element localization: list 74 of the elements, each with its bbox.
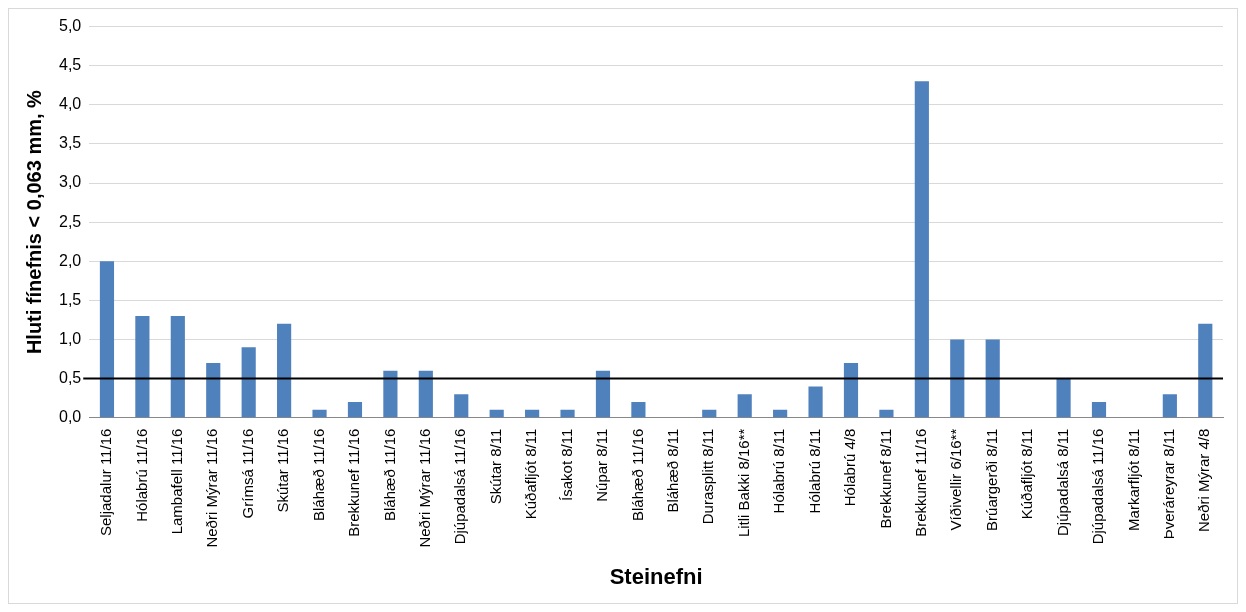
y-tick-label: 0,0 (58, 408, 82, 426)
bar (985, 339, 1000, 418)
x-tick-label: Brekkunef 11/16 (911, 428, 929, 537)
x-tick-label: Djúpadalsá 11/16 (1089, 428, 1107, 545)
bar (843, 362, 859, 418)
bar (1091, 402, 1107, 418)
x-tick-label: Bláhæð 8/11 (663, 428, 681, 513)
x-tick-label: Litli Bakki 8/16** (734, 428, 752, 538)
bar (525, 409, 540, 418)
x-tick-label: Grímsá 11/16 (238, 428, 256, 519)
x-axis-title: Steinefni (609, 563, 703, 589)
y-tick-label: 1,5 (58, 290, 82, 308)
x-tick-label: Djúpadalsá 11/16 (451, 428, 469, 545)
bar (950, 339, 965, 418)
x-tick-label: Kúðafljót 8/11 (1018, 428, 1036, 520)
y-tick-label: 2,5 (58, 212, 82, 230)
bar (879, 409, 894, 418)
bar (135, 315, 150, 418)
x-tick-label: Skútar 11/16 (274, 428, 292, 513)
x-tick-label: Víðivellir 6/16** (947, 428, 965, 531)
bar (418, 370, 433, 418)
x-tick-label: Ísakot 8/11 (557, 428, 575, 501)
y-tick-label: 3,5 (58, 134, 82, 152)
bar (170, 315, 185, 418)
bar (773, 409, 788, 418)
x-tick-label: Markarfljót 8/11 (1124, 428, 1142, 531)
x-tick-label: Neðri Mýrar 4/8 (1195, 428, 1213, 533)
y-axis-title: Hluti fínefnis < 0,063 mm, % (22, 89, 45, 355)
bar (808, 386, 823, 418)
x-tick-label: Lambafell 11/16 (167, 428, 185, 535)
bar (560, 409, 575, 418)
x-tick-label: Durasplitt 8/11 (699, 428, 717, 525)
bar (631, 402, 646, 418)
bar (595, 370, 611, 418)
x-tick-label: Kúðafljót 8/11 (522, 428, 540, 520)
x-tick-label: Hólabrú 4/8 (841, 428, 859, 507)
bar (347, 402, 363, 418)
y-tick-label: 2,0 (58, 251, 82, 269)
y-tick-label: 1,0 (58, 329, 82, 347)
y-tick-label: 0,5 (58, 368, 82, 386)
bar (241, 347, 256, 418)
bar (702, 409, 717, 418)
x-tick-label: Brekkunef 8/11 (876, 428, 894, 529)
y-tick-label: 3,0 (58, 173, 82, 191)
x-tick-label: Skútar 8/11 (486, 428, 504, 505)
y-tick-label: 4,5 (58, 56, 82, 74)
bar (1198, 323, 1213, 418)
x-tick-label: Bláhæð 11/16 (628, 428, 646, 521)
x-tick-label: Djúpadalsá 8/11 (1053, 428, 1071, 536)
bar (737, 394, 752, 418)
bar (383, 370, 398, 418)
y-tick-label: 5,0 (58, 17, 82, 35)
bar (454, 394, 469, 418)
bar (206, 362, 221, 418)
x-tick-label: Neðri Mýrar 11/16 (415, 428, 433, 548)
x-tick-label: Þveráreyrar 8/11 (1160, 428, 1177, 540)
y-tick-label: 4,0 (58, 95, 82, 113)
bar (312, 409, 327, 418)
x-tick-label: Brekkunef 11/16 (345, 428, 363, 537)
x-tick-label: Hólabrú 8/11 (805, 428, 823, 514)
x-tick-label: Bláhæð 11/16 (380, 428, 398, 521)
x-tick-label: Hólabrú 11/16 (132, 428, 150, 522)
x-tick-label: Bláhæð 11/16 (309, 428, 327, 521)
x-tick-label: Brúargerði 8/11 (982, 428, 1000, 531)
bar (489, 409, 504, 418)
bar (277, 323, 292, 418)
bar (99, 261, 115, 418)
bar (1162, 394, 1177, 418)
x-tick-label: Hólabrú 8/11 (770, 428, 788, 514)
x-tick-label: Núpar 8/11 (593, 428, 611, 502)
x-tick-label: Neðri Mýrar 11/16 (203, 428, 221, 548)
x-tick-label: Seljadalur 11/16 (97, 428, 115, 536)
bar (914, 81, 929, 418)
bar (1056, 378, 1071, 418)
